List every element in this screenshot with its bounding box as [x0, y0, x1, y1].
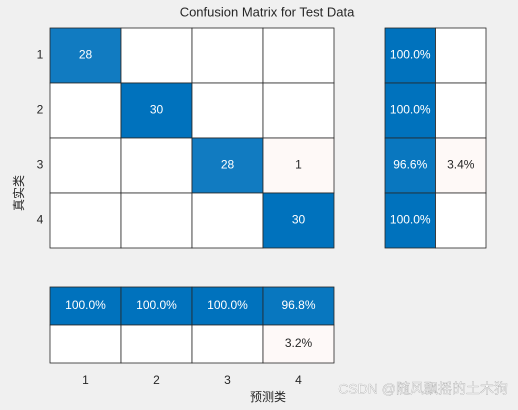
- empty-cell: [49, 324, 122, 364]
- cell-label: 3.4%: [447, 158, 475, 172]
- empty-cell: [49, 192, 122, 249]
- empty-cell: [435, 82, 487, 139]
- empty-cell: [262, 82, 335, 139]
- empty-cell: [435, 27, 487, 84]
- empty-cell: [49, 82, 122, 139]
- empty-cell: [120, 137, 193, 194]
- y-tick-label: 4: [37, 213, 44, 227]
- cell: [384, 82, 436, 139]
- empty-cell: [191, 192, 264, 249]
- cell: [120, 82, 193, 139]
- cell-label: 28: [79, 48, 93, 62]
- cell: [262, 324, 335, 364]
- cell: [262, 286, 335, 326]
- watermark: CSDN @随风飘摇的土木狗: [338, 381, 508, 397]
- cell-label: 100.0%: [390, 213, 431, 227]
- empty-cell: [120, 324, 193, 364]
- cell-label: 100.0%: [390, 48, 431, 62]
- cell: [384, 137, 436, 194]
- x-tick-label: 4: [295, 373, 302, 387]
- empty-cell: [191, 27, 264, 84]
- chart-title: Confusion Matrix for Test Data: [180, 4, 355, 19]
- cell-label: 100.0%: [207, 298, 248, 312]
- y-tick-label: 2: [37, 103, 44, 117]
- cell-label: 28: [221, 158, 235, 172]
- y-tick-label: 1: [37, 48, 44, 62]
- empty-cell: [120, 192, 193, 249]
- cell-label: 96.8%: [281, 298, 315, 312]
- cell-label: 3.2%: [285, 336, 313, 350]
- cell: [191, 286, 264, 326]
- cell: [262, 192, 335, 249]
- cell-label: 30: [150, 103, 164, 117]
- x-tick-label: 1: [82, 373, 89, 387]
- cell-label: 100.0%: [136, 298, 177, 312]
- empty-cell: [120, 27, 193, 84]
- cell-label: 100.0%: [390, 103, 431, 117]
- y-axis-label: 真实类: [11, 175, 26, 211]
- x-tick-label: 3: [224, 373, 231, 387]
- cell: [384, 192, 436, 249]
- empty-cell: [191, 324, 264, 364]
- empty-cell: [49, 137, 122, 194]
- cell-label: 96.6%: [393, 158, 427, 172]
- empty-cell: [262, 27, 335, 84]
- x-tick-label: 2: [153, 373, 160, 387]
- cell-label: 30: [292, 213, 306, 227]
- cell: [191, 137, 264, 194]
- cell-label: 1: [295, 158, 302, 172]
- empty-cell: [191, 82, 264, 139]
- cell: [435, 137, 487, 194]
- empty-cell: [435, 192, 487, 249]
- cell: [49, 27, 122, 84]
- cell-label: 100.0%: [65, 298, 106, 312]
- x-axis-label: 预测类: [250, 390, 286, 404]
- cell: [120, 286, 193, 326]
- y-tick-label: 3: [37, 158, 44, 172]
